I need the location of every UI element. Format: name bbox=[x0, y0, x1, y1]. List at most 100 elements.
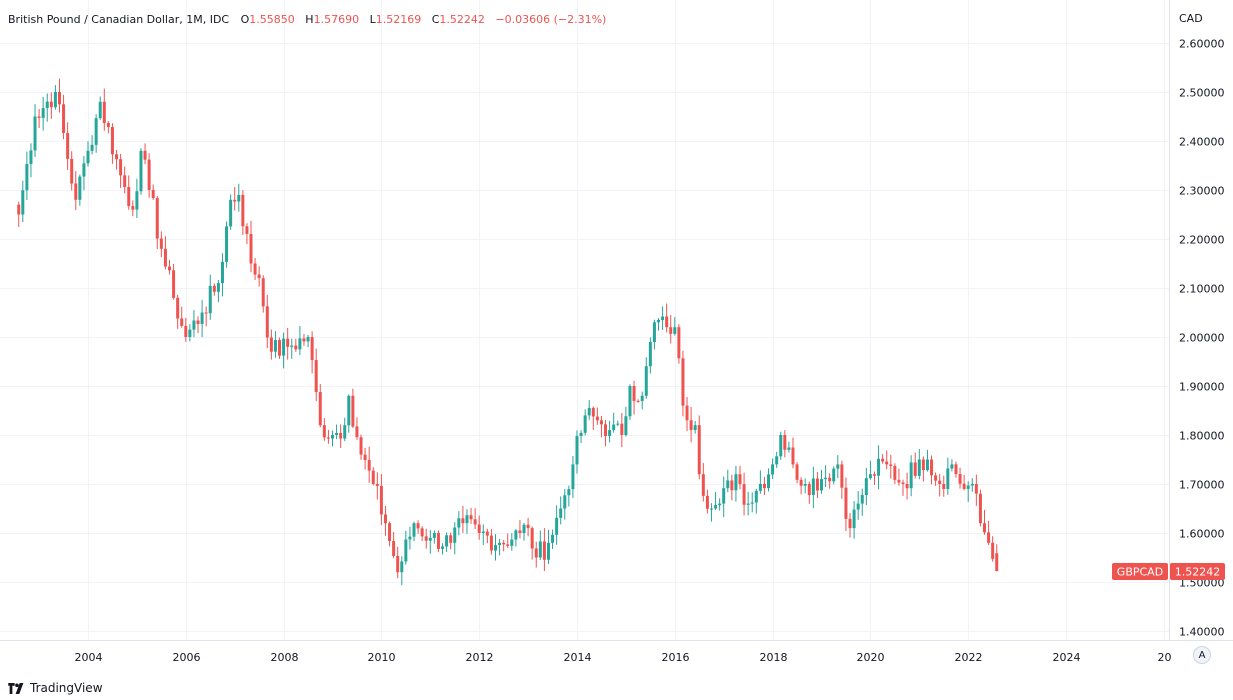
time-axis[interactable]: 2004 2006 2008 2010 2012 2014 2016 2018 2020 2022… bbox=[0, 640, 1233, 665]
candle bbox=[693, 420, 697, 434]
candle-body bbox=[901, 482, 905, 484]
candle bbox=[436, 530, 440, 553]
candle-body bbox=[506, 544, 510, 546]
candle bbox=[587, 400, 591, 420]
time-tick-label: 2012 bbox=[466, 651, 494, 664]
candle bbox=[416, 520, 420, 534]
candle bbox=[347, 394, 351, 433]
candle-body bbox=[408, 536, 412, 540]
candle bbox=[208, 274, 212, 320]
candle-body bbox=[37, 116, 41, 118]
candle-body bbox=[775, 456, 779, 465]
candle bbox=[726, 469, 730, 493]
candle-body bbox=[852, 509, 856, 529]
candle-body bbox=[742, 484, 746, 505]
candle bbox=[176, 294, 180, 329]
candle-body bbox=[314, 360, 318, 393]
candle-body bbox=[632, 386, 636, 401]
candle bbox=[461, 505, 465, 533]
candle bbox=[306, 334, 310, 348]
candle-body bbox=[21, 190, 25, 215]
candle-body bbox=[530, 528, 534, 549]
candle-body bbox=[229, 199, 233, 227]
candle-body bbox=[860, 494, 864, 504]
candle bbox=[848, 513, 852, 538]
candle-body bbox=[404, 539, 408, 562]
candle-body bbox=[45, 101, 49, 109]
auto-scale-button[interactable]: A bbox=[1193, 646, 1211, 664]
candle-body bbox=[538, 541, 542, 558]
candle-body bbox=[180, 318, 184, 326]
candle-body bbox=[526, 524, 530, 529]
time-tick-label: 20 bbox=[1158, 651, 1172, 664]
candle-body bbox=[783, 435, 787, 450]
candle bbox=[78, 174, 82, 206]
candle-body bbox=[188, 329, 192, 337]
legend-symbol: British Pound / Canadian Dollar, 1M, IDC bbox=[8, 13, 229, 26]
candle-body bbox=[583, 415, 587, 433]
candle-body bbox=[877, 458, 881, 476]
candle bbox=[983, 509, 986, 535]
candle bbox=[950, 459, 954, 472]
candle bbox=[147, 153, 151, 198]
candle-body bbox=[555, 517, 559, 535]
candle-body bbox=[995, 553, 999, 572]
candle-body bbox=[779, 435, 783, 457]
candle-body bbox=[587, 407, 591, 416]
candle bbox=[473, 508, 477, 530]
price-tick-label: 2.50000 bbox=[1179, 87, 1225, 100]
candle bbox=[832, 466, 836, 485]
tradingview-branding[interactable]: TradingView bbox=[8, 679, 103, 697]
price-axis[interactable]: CAD 2.60000 2.50000 2.40000 2.30000 2.20000 2… bbox=[1169, 0, 1225, 640]
price-label: 1.52242 bbox=[1175, 566, 1221, 579]
candle bbox=[351, 388, 355, 428]
candle-body bbox=[94, 118, 98, 145]
candle bbox=[180, 306, 184, 328]
candle-body bbox=[249, 233, 253, 264]
candle bbox=[877, 445, 881, 490]
candle bbox=[441, 543, 445, 555]
candle bbox=[432, 530, 436, 544]
candle bbox=[375, 472, 379, 500]
candle-body bbox=[522, 524, 526, 533]
candle bbox=[326, 429, 330, 444]
candle-body bbox=[620, 423, 624, 435]
candle bbox=[17, 201, 21, 227]
candle-body bbox=[648, 341, 652, 367]
candle bbox=[261, 275, 265, 313]
candle-body bbox=[730, 480, 734, 491]
legend-low-value: 1.52169 bbox=[376, 13, 422, 26]
candle-body bbox=[347, 395, 351, 426]
candle bbox=[925, 449, 929, 472]
candle-body bbox=[718, 503, 722, 506]
candle bbox=[282, 332, 286, 369]
candle bbox=[807, 481, 811, 504]
candle-body bbox=[335, 432, 339, 435]
candle-body bbox=[151, 190, 155, 199]
candle bbox=[718, 498, 722, 511]
candle-body bbox=[237, 194, 241, 202]
candle bbox=[110, 123, 114, 164]
candle-body bbox=[469, 515, 473, 520]
candle bbox=[860, 488, 864, 516]
candle bbox=[371, 467, 375, 486]
candle bbox=[868, 460, 872, 480]
candle-body bbox=[82, 163, 86, 177]
candle-body bbox=[750, 502, 754, 504]
candle-body bbox=[722, 488, 726, 504]
candle-body bbox=[143, 150, 147, 160]
candle-body bbox=[563, 495, 567, 509]
candle bbox=[901, 479, 905, 496]
candle bbox=[530, 526, 534, 560]
candle-body bbox=[791, 447, 795, 465]
price-tick-label: 1.40000 bbox=[1179, 626, 1225, 639]
candle-body bbox=[245, 226, 249, 234]
candle bbox=[469, 508, 473, 524]
candle bbox=[343, 417, 347, 442]
candle-body bbox=[383, 514, 387, 524]
candle bbox=[970, 478, 974, 492]
candle bbox=[522, 522, 526, 541]
candle bbox=[909, 455, 913, 497]
ticker-label: GBPCAD bbox=[1117, 566, 1163, 579]
